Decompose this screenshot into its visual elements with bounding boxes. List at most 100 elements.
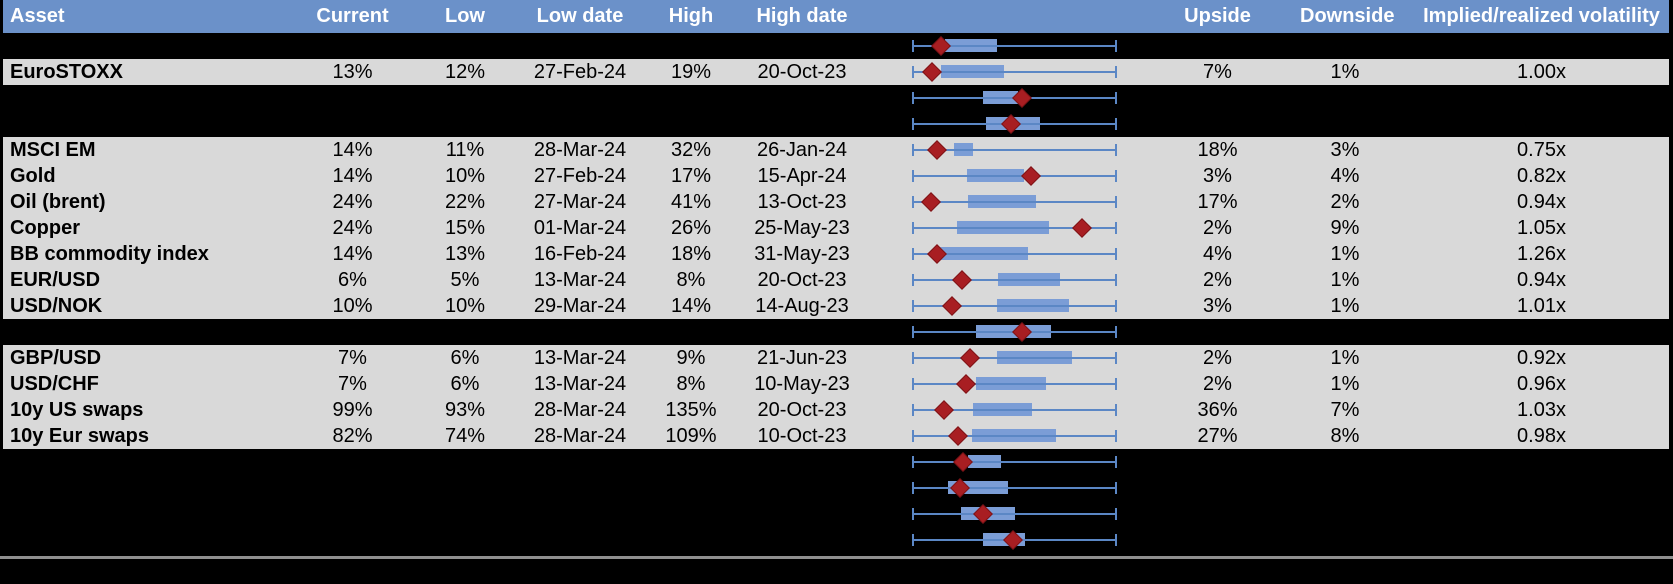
cell-current[interactable]: 13% <box>332 61 373 83</box>
col-header-asset[interactable]: Asset <box>10 5 65 27</box>
cell-low[interactable]: 12% <box>444 61 486 83</box>
cell-low-date[interactable]: 27-Feb-24 <box>533 165 627 187</box>
cell-downside[interactable]: 1% <box>1330 243 1360 265</box>
cell-current[interactable]: 7% <box>338 373 367 395</box>
col-header-downside[interactable]: Downside <box>1300 5 1395 27</box>
cell-current[interactable]: 82% <box>332 425 373 447</box>
cell-implied-realized-volatility[interactable]: 0.94x <box>1517 269 1566 291</box>
cell-low[interactable]: 74% <box>444 425 486 447</box>
cell-downside[interactable]: 9% <box>1330 217 1360 239</box>
cell-upside[interactable]: 7% <box>1203 61 1232 83</box>
cell-high[interactable]: 8% <box>676 269 706 291</box>
cell-low[interactable]: 11% <box>445 139 485 161</box>
cell-current[interactable]: 14% <box>332 139 373 161</box>
cell-asset[interactable]: Gold <box>10 165 56 187</box>
cell-asset[interactable]: 10y US swaps <box>10 399 144 421</box>
cell-downside[interactable]: 2% <box>1330 191 1360 213</box>
cell-low[interactable]: 13% <box>444 243 486 265</box>
cell-high-date[interactable]: 31-May-23 <box>754 243 850 265</box>
cell-implied-realized-volatility[interactable]: 1.26x <box>1517 243 1566 265</box>
cell-low[interactable]: 6% <box>450 347 480 369</box>
cell-high-date[interactable]: 25-May-23 <box>754 217 850 239</box>
cell-low[interactable]: 10% <box>444 295 486 317</box>
cell-high-date[interactable]: 20-Oct-23 <box>757 399 847 421</box>
col-header-low-date[interactable]: Low date <box>536 5 624 27</box>
cell-low-date[interactable]: 13-Mar-24 <box>533 347 627 369</box>
cell-low-date[interactable]: 27-Feb-24 <box>533 61 627 83</box>
cell-upside[interactable]: 3% <box>1203 295 1232 317</box>
cell-downside[interactable]: 1% <box>1330 295 1360 317</box>
cell-low-date[interactable]: 01-Mar-24 <box>533 217 627 239</box>
cell-asset[interactable]: Copper <box>10 217 80 239</box>
cell-high[interactable]: 8% <box>676 373 706 395</box>
cell-asset[interactable]: Oil (brent) <box>10 191 106 213</box>
cell-high-date[interactable]: 10-Oct-23 <box>757 425 847 447</box>
cell-implied-realized-volatility[interactable]: 0.96x <box>1517 373 1566 395</box>
cell-asset[interactable]: GBP/USD <box>10 347 102 369</box>
cell-upside[interactable]: 3% <box>1203 165 1232 187</box>
cell-low-date[interactable]: 29-Mar-24 <box>533 295 627 317</box>
cell-asset[interactable]: BB commodity index <box>10 243 209 265</box>
cell-high[interactable]: 135% <box>665 399 717 421</box>
cell-low[interactable]: 15% <box>444 217 486 239</box>
cell-high[interactable]: 41% <box>670 191 712 213</box>
cell-upside[interactable]: 2% <box>1203 373 1232 395</box>
cell-high[interactable]: 17% <box>670 165 712 187</box>
cell-implied-realized-volatility[interactable]: 0.92x <box>1517 347 1566 369</box>
col-header-high[interactable]: High <box>668 5 714 27</box>
cell-upside[interactable]: 18% <box>1197 139 1238 161</box>
cell-implied-realized-volatility[interactable]: 0.75x <box>1517 139 1566 161</box>
cell-implied-realized-volatility[interactable]: 1.00x <box>1517 61 1566 83</box>
cell-upside[interactable]: 2% <box>1203 217 1232 239</box>
cell-high[interactable]: 19% <box>670 61 712 83</box>
cell-downside[interactable]: 1% <box>1330 347 1360 369</box>
cell-upside[interactable]: 2% <box>1203 347 1232 369</box>
col-header-implied-realized-volatility[interactable]: Implied/realized volatility <box>1423 5 1660 27</box>
cell-low-date[interactable]: 13-Mar-24 <box>533 269 627 291</box>
cell-low[interactable]: 6% <box>450 373 480 395</box>
cell-implied-realized-volatility[interactable]: 0.82x <box>1517 165 1566 187</box>
cell-high-date[interactable]: 13-Oct-23 <box>757 191 847 213</box>
cell-downside[interactable]: 4% <box>1330 165 1360 187</box>
cell-current[interactable]: 14% <box>332 165 373 187</box>
cell-current[interactable]: 6% <box>338 269 367 291</box>
cell-high[interactable]: 18% <box>670 243 712 265</box>
cell-low-date[interactable]: 27-Mar-24 <box>533 191 627 213</box>
cell-upside[interactable]: 4% <box>1203 243 1232 265</box>
cell-high-date[interactable]: 14-Aug-23 <box>755 295 849 317</box>
cell-high[interactable]: 26% <box>670 217 712 239</box>
cell-asset[interactable]: USD/CHF <box>10 373 99 395</box>
cell-high-date[interactable]: 21-Jun-23 <box>756 347 848 369</box>
cell-implied-realized-volatility[interactable]: 1.05x <box>1517 217 1566 239</box>
cell-current[interactable]: 24% <box>332 191 373 213</box>
cell-low-date[interactable]: 16-Feb-24 <box>533 243 627 265</box>
cell-downside[interactable]: 1% <box>1330 373 1360 395</box>
cell-low-date[interactable]: 28-Mar-24 <box>533 399 627 421</box>
cell-low-date[interactable]: 13-Mar-24 <box>533 373 627 395</box>
col-header-low[interactable]: Low <box>445 5 485 27</box>
cell-low-date[interactable]: 28-Mar-24 <box>533 425 627 447</box>
cell-current[interactable]: 99% <box>332 399 373 421</box>
cell-current[interactable]: 7% <box>338 347 367 369</box>
col-header-upside[interactable]: Upside <box>1184 5 1251 27</box>
cell-high[interactable]: 32% <box>670 139 712 161</box>
cell-downside[interactable]: 1% <box>1330 269 1360 291</box>
cell-high-date[interactable]: 15-Apr-24 <box>757 165 847 187</box>
cell-downside[interactable]: 1% <box>1330 61 1360 83</box>
cell-current[interactable]: 10% <box>332 295 373 317</box>
cell-asset[interactable]: MSCI EM <box>10 139 96 161</box>
cell-low-date[interactable]: 28-Mar-24 <box>533 139 627 161</box>
cell-high-date[interactable]: 20-Oct-23 <box>757 269 847 291</box>
col-header-high-date[interactable]: High date <box>756 5 848 27</box>
cell-current[interactable]: 14% <box>332 243 373 265</box>
cell-high-date[interactable]: 10-May-23 <box>754 373 850 395</box>
cell-upside[interactable]: 27% <box>1197 425 1238 447</box>
cell-high[interactable]: 109% <box>665 425 717 447</box>
cell-low[interactable]: 10% <box>444 165 486 187</box>
cell-implied-realized-volatility[interactable]: 1.01x <box>1517 295 1566 317</box>
cell-high[interactable]: 9% <box>676 347 706 369</box>
cell-asset[interactable]: USD/NOK <box>10 295 103 317</box>
cell-asset[interactable]: 10y Eur swaps <box>10 425 149 447</box>
cell-implied-realized-volatility[interactable]: 0.94x <box>1517 191 1566 213</box>
cell-high[interactable]: 14% <box>670 295 712 317</box>
